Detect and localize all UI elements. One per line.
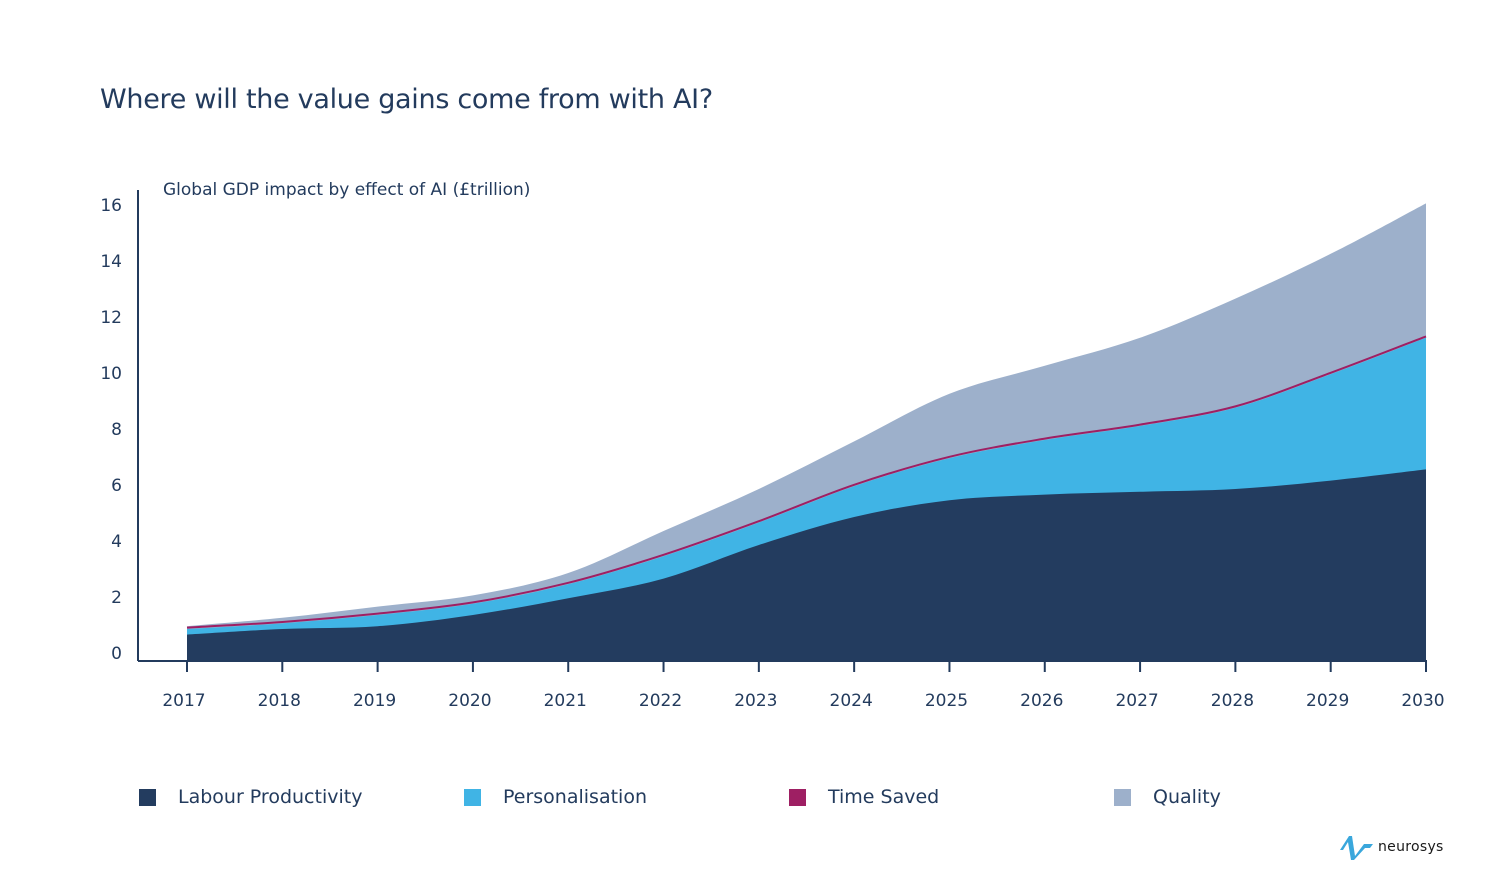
- neurosys-logo: neurosys: [1340, 834, 1444, 860]
- legend-label: Personalisation: [503, 786, 647, 808]
- y-tick-label: 16: [100, 196, 122, 216]
- legend-item-labour-productivity: Labour Productivity: [139, 786, 362, 808]
- legend-item-personalisation: Personalisation: [464, 786, 647, 808]
- legend-swatch: [1114, 788, 1131, 806]
- y-tick-label: 8: [111, 420, 122, 440]
- x-tick-label: 2018: [258, 691, 301, 711]
- x-tick-label: 2024: [830, 691, 873, 711]
- y-tick-label: 0: [111, 644, 122, 664]
- x-tick-label: 2021: [544, 691, 587, 711]
- y-tick-label: 10: [100, 364, 122, 384]
- x-tick-label: 2023: [734, 691, 777, 711]
- x-tick-label: 2019: [353, 691, 396, 711]
- y-tick-label: 6: [111, 476, 122, 496]
- x-tick-label: 2027: [1115, 691, 1158, 711]
- neurosys-logo-icon: [1340, 836, 1373, 860]
- x-tick-label: 2017: [162, 691, 205, 711]
- legend-swatch: [789, 788, 806, 806]
- legend-swatch: [464, 788, 481, 806]
- series-area-labour-productivity: [187, 469, 1426, 661]
- logo-text: neurosys: [1378, 839, 1444, 855]
- chart-title: Where will the value gains come from wit…: [100, 84, 713, 115]
- x-tick-label: 2026: [1020, 691, 1063, 711]
- y-tick-label: 2: [111, 588, 122, 608]
- y-tick-label: 14: [100, 252, 122, 272]
- y-tick-label: 4: [111, 532, 122, 552]
- x-tick-label: 2029: [1306, 691, 1349, 711]
- legend-item-time-saved: Time Saved: [789, 786, 939, 808]
- x-tick-label: 2025: [925, 691, 968, 711]
- legend-label: Time Saved: [828, 786, 940, 808]
- series-line-time-saved: [186, 335, 1427, 629]
- x-tick-label: 2028: [1211, 691, 1254, 711]
- y-tick-label: 12: [100, 308, 122, 328]
- legend-item-quality: Quality: [1114, 786, 1221, 808]
- legend-label: Labour Productivity: [178, 786, 363, 808]
- x-tick-label: 2022: [639, 691, 682, 711]
- legend-label: Quality: [1153, 786, 1221, 808]
- x-tick-label: 2020: [448, 691, 491, 711]
- y-axis-label: Global GDP impact by effect of AI (£tril…: [163, 180, 530, 200]
- legend-swatch: [139, 788, 156, 806]
- x-tick-label: 2030: [1401, 691, 1444, 711]
